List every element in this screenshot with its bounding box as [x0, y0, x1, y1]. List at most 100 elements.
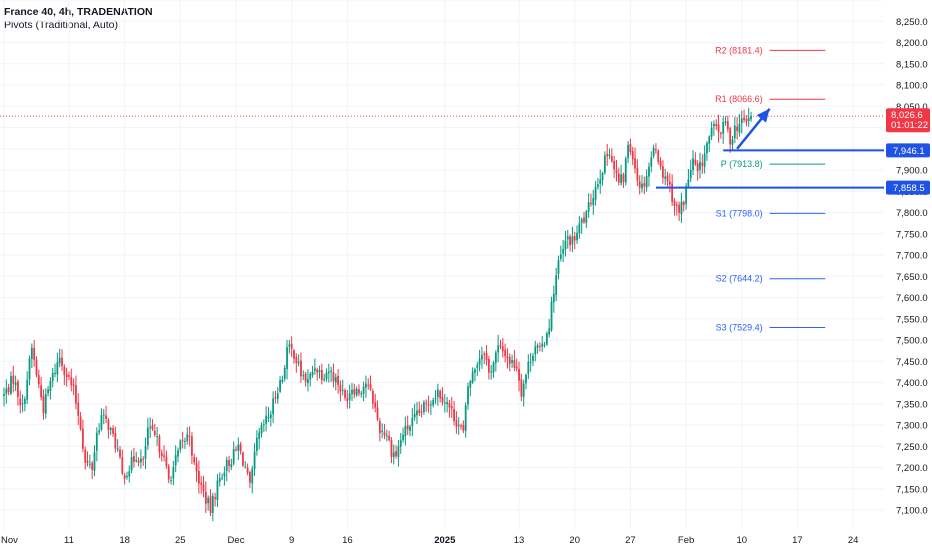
- candle-body[interactable]: [133, 456, 135, 462]
- candle-body[interactable]: [332, 371, 335, 382]
- candle-body[interactable]: [738, 124, 741, 133]
- candle-body[interactable]: [694, 159, 697, 165]
- candle-body[interactable]: [56, 362, 59, 375]
- candle-body[interactable]: [320, 370, 323, 380]
- candle-body[interactable]: [682, 202, 685, 205]
- candle-body[interactable]: [722, 122, 725, 134]
- candle-body[interactable]: [559, 254, 562, 259]
- candle-body[interactable]: [369, 384, 372, 390]
- candle-body[interactable]: [65, 374, 68, 377]
- candle-body[interactable]: [439, 391, 442, 399]
- candle-body[interactable]: [487, 358, 490, 373]
- candle-body[interactable]: [246, 467, 249, 473]
- last-price-tag[interactable]: [886, 108, 930, 133]
- candle-body[interactable]: [251, 468, 254, 484]
- candle-body[interactable]: [483, 353, 486, 355]
- candle-body[interactable]: [552, 293, 555, 303]
- candle-body[interactable]: [569, 236, 571, 246]
- candle-body[interactable]: [474, 369, 476, 373]
- candle-body[interactable]: [327, 371, 330, 374]
- candle-body[interactable]: [40, 385, 43, 398]
- candle-body[interactable]: [585, 211, 588, 223]
- candle-body[interactable]: [583, 217, 585, 223]
- candle-body[interactable]: [214, 497, 217, 499]
- candle-body[interactable]: [346, 398, 349, 402]
- candle-body[interactable]: [564, 240, 567, 250]
- candle-body[interactable]: [304, 373, 307, 382]
- candle-body[interactable]: [144, 446, 147, 459]
- candle-body[interactable]: [460, 425, 462, 427]
- candle-body[interactable]: [230, 464, 233, 468]
- candle-body[interactable]: [529, 361, 532, 363]
- candle-body[interactable]: [281, 379, 284, 382]
- candle-body[interactable]: [388, 435, 391, 440]
- candle-body[interactable]: [374, 402, 377, 408]
- candle-body[interactable]: [740, 118, 743, 124]
- candle-body[interactable]: [455, 419, 458, 427]
- candle-body[interactable]: [406, 425, 409, 430]
- candle-body[interactable]: [427, 404, 430, 406]
- candle-body[interactable]: [541, 343, 544, 347]
- candle-body[interactable]: [490, 371, 493, 373]
- candle-body[interactable]: [290, 344, 293, 349]
- candle-body[interactable]: [72, 384, 75, 386]
- candle-body[interactable]: [645, 176, 648, 188]
- candle-body[interactable]: [14, 382, 17, 386]
- candle-body[interactable]: [225, 459, 228, 471]
- candle-body[interactable]: [165, 456, 168, 467]
- candle-body[interactable]: [467, 386, 469, 405]
- candle-body[interactable]: [429, 404, 432, 406]
- candle-body[interactable]: [450, 406, 453, 409]
- candle-body[interactable]: [719, 132, 722, 134]
- candle-body[interactable]: [664, 176, 667, 179]
- candle-body[interactable]: [615, 169, 618, 174]
- candle-body[interactable]: [121, 457, 124, 474]
- candle-body[interactable]: [680, 201, 683, 215]
- candle-body[interactable]: [634, 158, 636, 169]
- candle-body[interactable]: [184, 441, 186, 443]
- candle-body[interactable]: [599, 179, 602, 184]
- candle-body[interactable]: [77, 402, 80, 416]
- candle-body[interactable]: [195, 463, 198, 472]
- candle-body[interactable]: [337, 375, 339, 385]
- candle-body[interactable]: [200, 482, 203, 485]
- candle-body[interactable]: [485, 353, 488, 361]
- candle-body[interactable]: [687, 179, 690, 187]
- candle-body[interactable]: [696, 163, 699, 172]
- candle-body[interactable]: [242, 452, 244, 466]
- candle-body[interactable]: [98, 430, 101, 433]
- candle-body[interactable]: [318, 370, 321, 373]
- candle-body[interactable]: [566, 236, 569, 240]
- candle-body[interactable]: [146, 427, 149, 446]
- candle-body[interactable]: [107, 419, 110, 431]
- candle-body[interactable]: [93, 452, 96, 471]
- candle-body[interactable]: [743, 117, 745, 120]
- candle-body[interactable]: [223, 472, 226, 477]
- candle-body[interactable]: [49, 381, 52, 392]
- candle-body[interactable]: [244, 466, 247, 468]
- candle-body[interactable]: [747, 117, 750, 121]
- candle-body[interactable]: [262, 424, 265, 426]
- candle-body[interactable]: [149, 426, 152, 428]
- candle-body[interactable]: [432, 399, 435, 406]
- candle-body[interactable]: [325, 372, 328, 379]
- candle-body[interactable]: [300, 360, 302, 377]
- candle-body[interactable]: [102, 414, 105, 416]
- candle-body[interactable]: [397, 446, 400, 457]
- candle-body[interactable]: [481, 355, 483, 360]
- candle-body[interactable]: [539, 346, 541, 348]
- candle-body[interactable]: [413, 413, 416, 418]
- candle-body[interactable]: [376, 407, 379, 420]
- candle-body[interactable]: [367, 384, 370, 386]
- candle-body[interactable]: [545, 333, 548, 345]
- candle-body[interactable]: [51, 372, 54, 382]
- candle-body[interactable]: [576, 232, 578, 241]
- candle-body[interactable]: [631, 151, 634, 160]
- candle-body[interactable]: [91, 463, 94, 470]
- candle-body[interactable]: [513, 360, 516, 368]
- candle-body[interactable]: [418, 409, 421, 413]
- candle-body[interactable]: [411, 417, 414, 427]
- candle-body[interactable]: [86, 461, 89, 463]
- candle-body[interactable]: [339, 384, 342, 392]
- trend-arrow-head[interactable]: [756, 108, 770, 123]
